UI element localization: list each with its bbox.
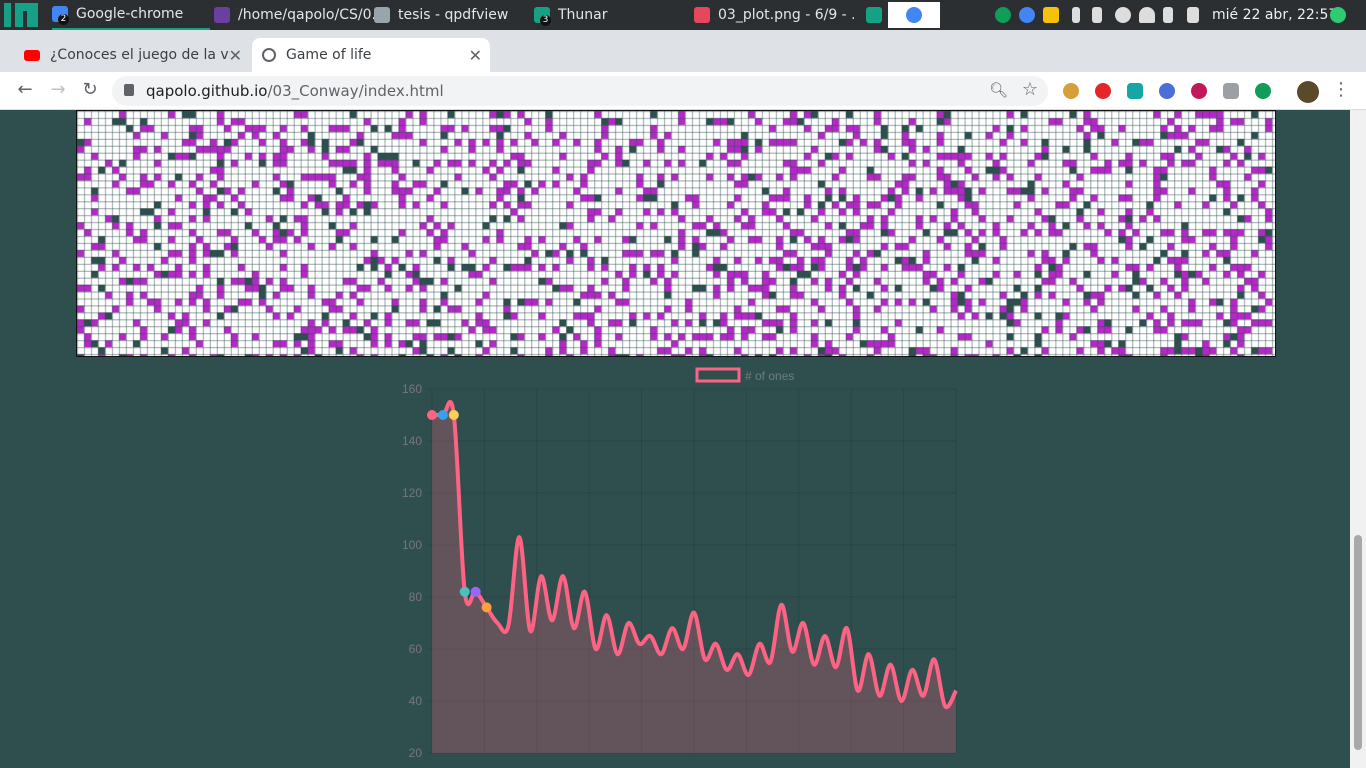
extension-icon[interactable] xyxy=(1127,83,1143,99)
taskbar-item-qpdfview[interactable]: tesis - qpdfview xyxy=(374,0,524,30)
clip-icon[interactable] xyxy=(1163,7,1173,23)
data-point xyxy=(427,410,437,420)
y-tick-label: 80 xyxy=(409,590,423,604)
back-icon[interactable]: ← xyxy=(17,79,33,100)
data-point xyxy=(470,586,481,597)
address-bar[interactable]: qapolo.github.io/03_Conway/index.html 🔍︎… xyxy=(112,76,1048,106)
browser-toolbar: ← → ↻ qapolo.github.io/03_Conway/index.h… xyxy=(0,72,1366,110)
menu-icon[interactable]: ⋮ xyxy=(1332,79,1350,100)
pdf-icon xyxy=(374,7,390,23)
life-grid[interactable] xyxy=(76,110,1276,357)
legend-label: # of ones xyxy=(745,369,794,383)
reload-icon[interactable]: ↻ xyxy=(82,79,98,100)
taskbar-item-chrome-window[interactable] xyxy=(888,2,940,28)
chrome-icon[interactable] xyxy=(1019,7,1035,23)
globe-icon xyxy=(262,48,276,62)
page-content: 20 40 60 80 100 120 140 160 # of ones xyxy=(0,110,1350,768)
taskbar-item-editor[interactable]: /home/qapolo/CS/0... xyxy=(214,0,374,30)
chrome-icon: 2 xyxy=(52,6,69,25)
extension-icon[interactable] xyxy=(1063,83,1079,99)
taskbar-label: 03_plot.png - 6/9 - ... xyxy=(718,7,854,23)
taskbar-label: Thunar xyxy=(558,7,608,23)
lock-icon xyxy=(124,84,134,96)
data-point xyxy=(481,602,492,613)
taskbar-item-chrome[interactable]: 2 Google-chrome xyxy=(52,0,210,30)
ones-chart: 20 40 60 80 100 120 140 160 # of ones xyxy=(402,367,958,760)
y-tick-label: 100 xyxy=(402,538,422,552)
folder-icon: 3 xyxy=(534,7,551,26)
youtube-icon xyxy=(24,49,40,61)
notes-icon[interactable] xyxy=(1043,7,1059,23)
forward-icon[interactable]: → xyxy=(50,79,66,100)
hangouts-icon[interactable] xyxy=(1255,83,1271,99)
y-tick-label: 20 xyxy=(409,746,423,760)
y-tick-label: 160 xyxy=(402,382,422,396)
volume-icon[interactable] xyxy=(1187,7,1199,23)
manjaro-menu-icon[interactable] xyxy=(4,3,38,27)
download-icon[interactable] xyxy=(1191,83,1207,99)
image-icon xyxy=(694,7,710,23)
close-icon[interactable]: ✕ xyxy=(468,46,482,65)
taskbar-app-icon[interactable] xyxy=(866,7,882,23)
taskbar-label: /home/qapolo/CS/0... xyxy=(238,7,374,23)
data-point xyxy=(448,410,459,420)
battery-icon[interactable] xyxy=(1092,7,1102,23)
hangouts-icon[interactable] xyxy=(995,7,1011,23)
taskbar-label: tesis - qpdfview xyxy=(398,7,509,23)
extension-icon[interactable] xyxy=(1159,83,1175,99)
url-path: /03_Conway/index.html xyxy=(267,82,444,100)
legend-swatch xyxy=(695,367,741,383)
tab-game-of-life[interactable]: Game of life ✕ xyxy=(252,38,490,72)
tab-title: Game of life xyxy=(286,47,372,63)
taskbar-item-image-viewer[interactable]: 03_plot.png - 6/9 - ... xyxy=(694,0,854,30)
y-tick-label: 60 xyxy=(409,642,423,656)
wifi-icon[interactable] xyxy=(1139,7,1155,23)
y-tick-label: 40 xyxy=(409,694,423,708)
url-host: qapolo.github.io xyxy=(146,82,268,100)
editor-icon xyxy=(214,7,230,23)
taskbar-item-thunar[interactable]: 3 Thunar xyxy=(534,0,684,30)
tab-youtube[interactable]: ¿Conoces el juego de la vida de Conway? … xyxy=(14,38,250,72)
browser-tab-strip: ¿Conoces el juego de la vida de Conway? … xyxy=(0,30,1366,95)
taskbar-label: Google-chrome xyxy=(76,6,184,22)
security-icon[interactable] xyxy=(1115,7,1131,23)
scrollbar[interactable] xyxy=(1350,110,1366,768)
y-tick-label: 140 xyxy=(402,434,422,448)
star-icon[interactable]: ☆ xyxy=(1021,79,1038,100)
scrollbar-thumb[interactable] xyxy=(1354,535,1362,750)
adblock-icon[interactable] xyxy=(1095,83,1111,99)
data-point xyxy=(437,410,448,420)
update-icon[interactable] xyxy=(1330,7,1346,23)
y-tick-label: 120 xyxy=(402,486,422,500)
avatar[interactable] xyxy=(1297,81,1319,103)
tab-title: ¿Conoces el juego de la vida de Conway? xyxy=(50,47,230,63)
zoom-icon[interactable]: 🔍︎ xyxy=(988,81,1008,99)
extension-icon[interactable] xyxy=(1223,83,1239,99)
os-top-panel: 2 Google-chrome /home/qapolo/CS/0... tes… xyxy=(0,0,1366,30)
bluetooth-icon[interactable] xyxy=(1072,7,1080,23)
close-icon[interactable]: ✕ xyxy=(228,46,242,65)
series-area xyxy=(432,401,956,753)
series-line xyxy=(432,400,958,710)
chrome-icon xyxy=(906,7,922,23)
data-point xyxy=(459,586,470,597)
clock[interactable]: mié 22 abr, 22:57 xyxy=(1212,7,1338,23)
